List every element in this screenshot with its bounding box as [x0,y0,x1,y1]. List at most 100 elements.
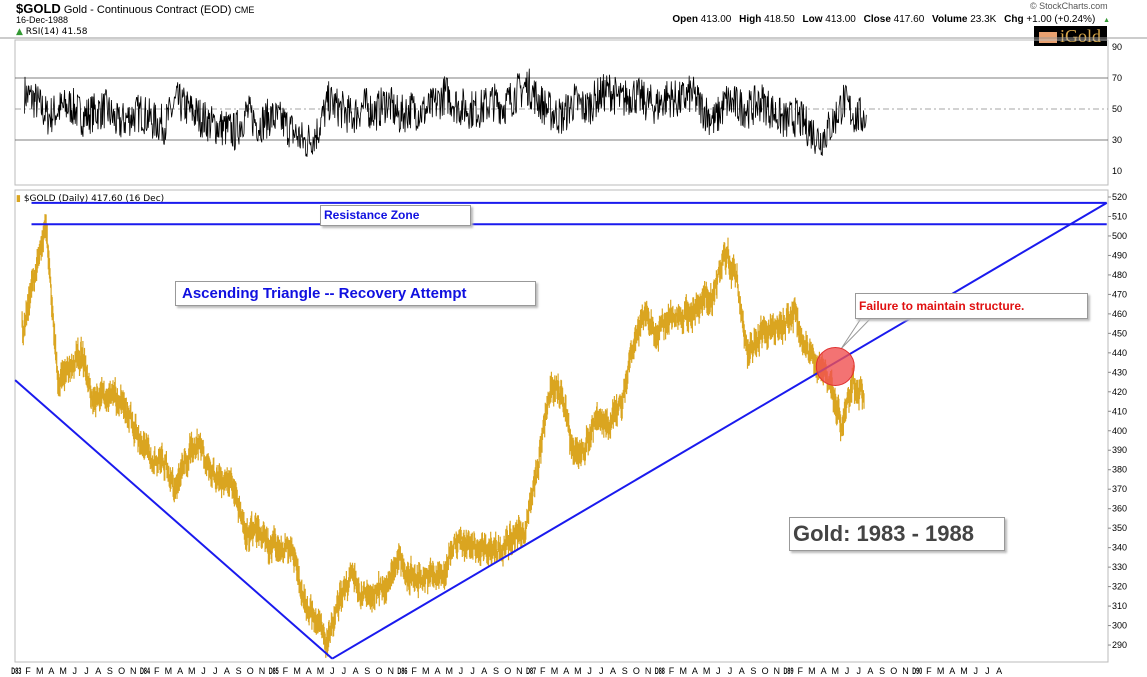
price-bars-month [688,292,701,333]
x-tick-label: J [342,666,347,676]
x-tick-label: M [832,666,840,676]
price-bars-month [793,297,807,356]
x-tick-label: N [259,666,266,676]
x-tick-label: F [154,666,160,676]
x-tick-label: M [808,666,816,676]
price-bars-month [267,525,280,565]
price-bars-month [559,379,573,459]
ascending-triangle-label: Ascending Triangle -- Recovery Attempt [175,281,536,306]
x-tick-label: M [293,666,301,676]
price-tick-label: 520 [1112,192,1127,202]
price-bars-month [700,281,713,316]
ohlc-key: High [739,14,765,25]
price-tick-label: 440 [1112,348,1127,358]
x-tick-label: A [867,666,873,676]
rsi-tick-label: 70 [1112,73,1122,83]
x-tick-label: D87 [526,666,536,676]
x-tick-label: M [574,666,582,676]
x-tick-label: A [353,666,359,676]
price-bars-month [618,347,631,421]
price-bars-month [395,543,409,592]
x-tick-label: F [283,666,289,676]
ohlc-key: Volume [932,14,971,25]
price-tick-label: 450 [1112,328,1127,338]
resistance-zone-label: Resistance Zone [320,205,471,226]
copyright: © StockCharts.com [1030,1,1108,11]
ohlc-key: Low [802,14,826,25]
x-tick-label: M [445,666,453,676]
price-bars-month [477,532,491,567]
price-tick-label: 420 [1112,387,1127,397]
price-tick-label: 460 [1112,309,1127,319]
x-tick-label: S [493,666,499,676]
x-tick-label: S [364,666,370,676]
price-bars-month [501,520,514,567]
price-bars-month [161,449,175,501]
price-tick-label: 350 [1112,523,1127,533]
price-bars-month [255,515,268,553]
x-tick-label: J [845,666,850,676]
x-tick-label: A [306,666,312,676]
x-tick-label: M [551,666,559,676]
ohlc-key: Close [863,14,894,25]
rsi-label: ▲ RSI(14) 41.58 [16,27,88,37]
price-bars-month [150,442,163,477]
price-bars-month [782,300,795,345]
x-tick-label: A [739,666,745,676]
price-bars-month [606,394,619,440]
x-tick-label: M [317,666,325,676]
price-tick-label: 370 [1112,484,1127,494]
price-bars-month [360,579,374,613]
x-tick-label: J [599,666,604,676]
price-bars-month [665,299,678,340]
x-tick-label: J [716,666,721,676]
price-bars-month [173,448,186,503]
price-bars-month [115,384,128,424]
x-tick-label: O [890,666,897,676]
price-bars-month [442,533,456,590]
x-tick-label: S [750,666,756,676]
price-bars-month [21,268,34,346]
x-tick-label: J [470,666,475,676]
price-bars-month [454,526,467,562]
x-tick-label: J [213,666,218,676]
price-tick-label: 290 [1112,640,1127,650]
price-bars-month [676,294,690,335]
x-tick-label: M [937,666,945,676]
price-bars-month [536,391,549,480]
price-bars-month [302,584,315,633]
x-tick-label: J [201,666,206,676]
x-tick-label: N [902,666,909,676]
x-tick-label: S [622,666,628,676]
price-bars-month [126,401,140,453]
price-bars-month [80,336,93,409]
ohlc-value: 23.3K [970,14,1000,25]
ohlc-key: Chg [1004,14,1027,25]
trendline-ascending [331,201,1108,660]
price-bars-month [489,531,502,566]
x-tick-label: F [926,666,932,676]
price-tick-label: 500 [1112,231,1127,241]
price-bars-month [68,337,81,382]
rsi-panel-frame [14,39,1109,186]
price-bars-month [325,590,339,657]
x-tick-label: D86 [397,666,407,676]
instrument-name: Gold - Continuous Contract (EOD) [63,4,232,16]
x-tick-label: A [949,666,955,676]
x-tick-label: N [774,666,781,676]
igold-logo: iGold [1034,26,1107,46]
symbol: $GOLD [16,1,61,16]
x-tick-label: M [165,666,173,676]
rsi-tick-label: 90 [1112,42,1122,52]
rsi-tick-label: 10 [1112,166,1122,176]
price-bars-month [290,537,303,607]
price-bars-month [512,515,526,553]
price-tick-label: 510 [1112,211,1127,221]
exchange: CME [234,5,255,15]
x-tick-label: M [188,666,196,676]
x-tick-label: J [459,666,464,676]
price-bars-month [571,434,584,469]
x-tick-label: F [411,666,417,676]
price-bars-month [138,431,151,470]
